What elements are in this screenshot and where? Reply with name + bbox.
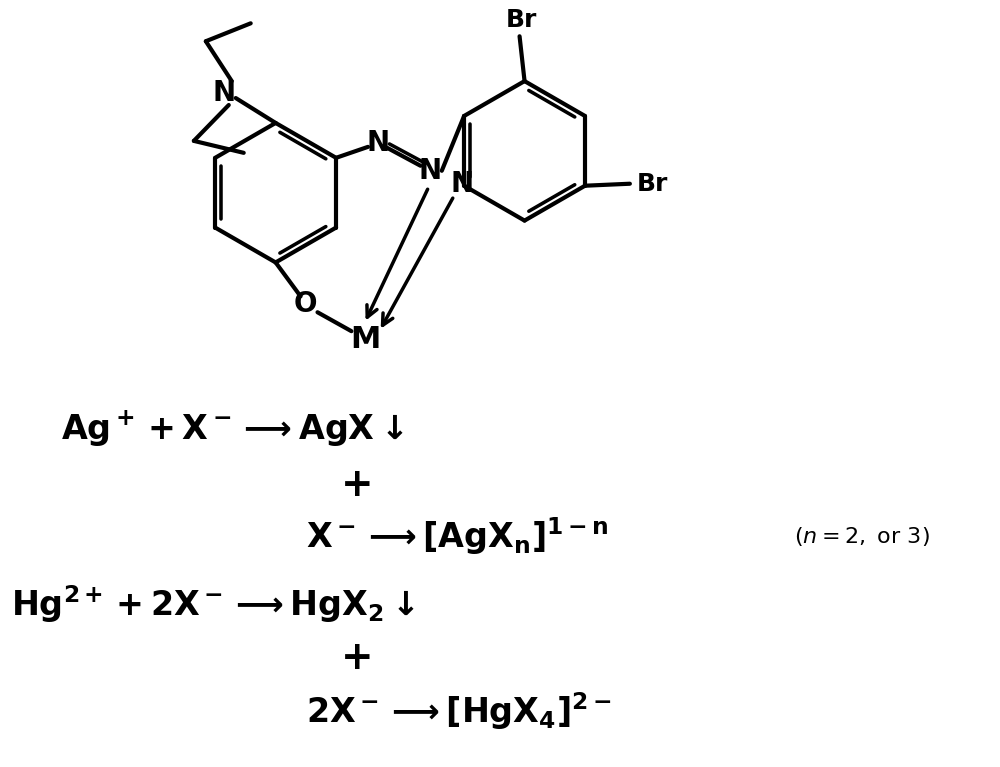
Text: $\mathbf{X^-\longrightarrow [AgX_n]^{1-n}}$: $\mathbf{X^-\longrightarrow [AgX_n]^{1-n… [306,515,608,558]
Text: $\mathbf{Ag^+ + X^- \longrightarrow AgX{\downarrow}}$: $\mathbf{Ag^+ + X^- \longrightarrow AgX{… [61,409,404,449]
Text: N: N [418,156,441,185]
Text: $\mathbf{2X^-\longrightarrow [HgX_4]^{2-}}$: $\mathbf{2X^-\longrightarrow [HgX_4]^{2-… [306,690,611,732]
Text: $\mathbf{+}$: $\mathbf{+}$ [340,639,371,677]
Text: N: N [212,79,235,107]
Text: Br: Br [506,8,537,32]
Text: M: M [350,324,381,354]
Text: O: O [294,290,317,318]
Text: N: N [451,170,474,198]
Text: $(n=2,\ \mathrm{or}\ 3)$: $(n=2,\ \mathrm{or}\ 3)$ [794,525,930,548]
Text: $\mathbf{+}$: $\mathbf{+}$ [340,466,371,504]
Text: Br: Br [637,172,669,196]
Text: $\mathbf{Hg^{2+} + 2X^- \longrightarrow HgX_2{\downarrow}}$: $\mathbf{Hg^{2+} + 2X^- \longrightarrow … [11,583,415,625]
Text: N: N [366,129,390,157]
